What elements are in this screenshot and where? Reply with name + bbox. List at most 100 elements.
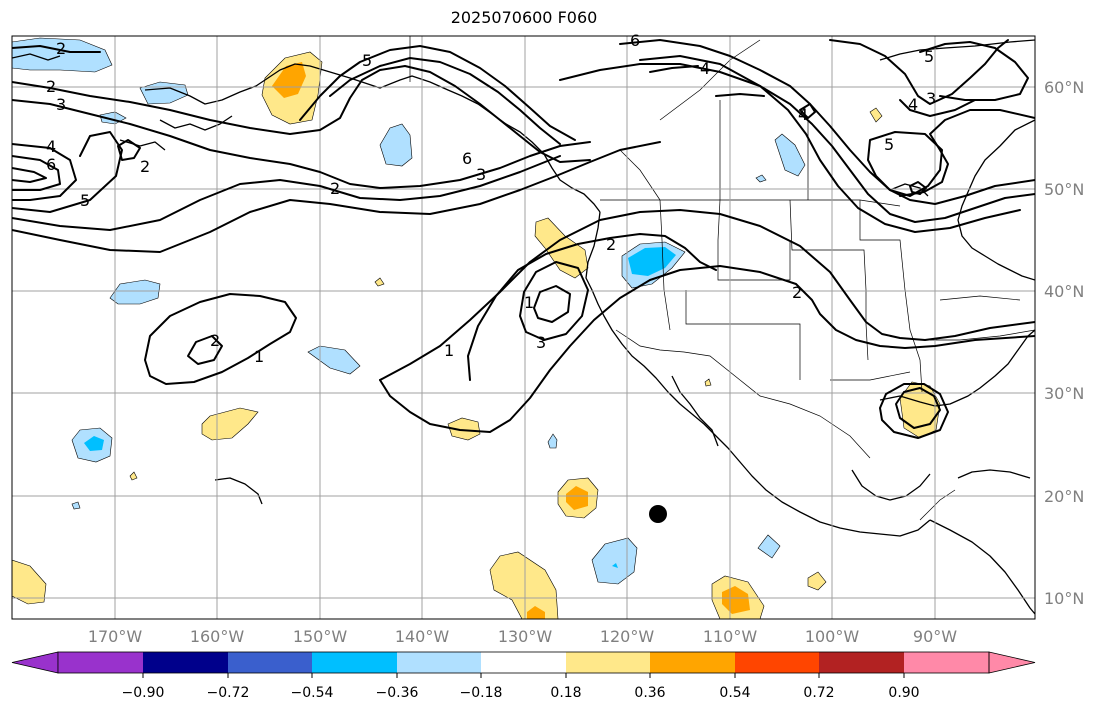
negative-anomaly-core [84,436,104,451]
contour-label: 3 [476,165,486,184]
colorbar-tick-label: −0.72 [207,685,250,701]
colorbar: −0.90 −0.72 −0.54 −0.36 −0.18 0.18 0.36 … [11,651,1036,701]
contour-line [899,109,1035,197]
border-line [930,329,1035,341]
positive-anomaly-region [704,378,712,387]
colorbar-tick-label: 0.90 [888,685,919,701]
lon-label: 150°W [293,627,348,646]
contour-label: 2 [330,179,340,198]
colorbar-ticks: −0.90 −0.72 −0.54 −0.36 −0.18 0.18 0.36 … [122,685,920,701]
lon-label: 100°W [805,627,860,646]
border-line [685,290,801,380]
positive-anomaly-region [534,217,589,279]
border-line [600,199,901,207]
lon-label: 140°W [395,627,450,646]
lat-label: 40°N [1044,282,1084,301]
contour-line [715,93,765,97]
positive-anomaly-region [447,417,481,441]
negative-anomaly-region [547,433,558,449]
lat-label: 10°N [1044,589,1084,608]
contour-label: 3 [926,89,936,108]
colorbar-tick-label: −0.90 [122,685,165,701]
contour-label: 5 [362,51,372,70]
contour-label: 3 [56,95,66,114]
contour-line [895,387,941,429]
contour-line [187,335,223,365]
contour-line [12,141,661,253]
contour-line [12,65,591,163]
coastline [957,469,1031,479]
contour-line [639,55,1021,233]
contour-label: 4 [798,105,808,124]
colorbar-segments [11,651,1036,678]
contour-label: 2 [210,331,220,350]
colorbar-segment [228,652,312,673]
contour-line [329,57,561,145]
colorbar-segment [735,652,819,673]
positive-anomaly-region [201,407,259,441]
negative-anomaly-region [71,501,81,510]
lon-label: 110°W [703,627,758,646]
contour-label: 4 [908,95,918,114]
colorbar-segment [397,652,481,673]
positive-anomaly-region [869,107,883,123]
colorbar-tick-label: −0.18 [460,685,503,701]
contour-label: 4 [46,137,56,156]
colorbar-tick-label: 0.36 [634,685,665,701]
negative-anomaly-region [591,537,638,585]
lon-label: 160°W [190,627,245,646]
border-line [939,295,1021,301]
longitude-labels: 170°W 160°W 150°W 140°W 130°W 120°W 110°… [88,627,957,646]
contour-line [12,143,77,201]
coastline [144,63,601,213]
coastline [119,139,166,151]
political-borders [409,36,1035,521]
contour-lines [12,39,1035,439]
contour-line [12,167,47,183]
colorbar-outline [57,651,990,674]
negative-anomaly-region [379,123,413,167]
positive-anomaly-region [807,571,827,591]
negative-anomaly-region [757,534,781,559]
negative-anomaly-region [774,133,806,177]
colorbar-segment [481,652,566,673]
contour-label: 2 [606,235,616,254]
colorbar-tick-label: 0.54 [719,685,750,701]
contour-line [12,155,561,231]
contour-label: 3 [536,333,546,352]
contour-labels: 2 2 3 4 6 5 2 5 2 6 3 6 4 4 3 5 5 4 2 1 … [46,31,936,366]
contour-label: 6 [462,149,472,168]
coastline [585,211,931,537]
colorbar-segment [566,652,650,673]
contour-label: 6 [630,31,640,50]
lon-label: 120°W [600,627,655,646]
colorbar-tick-label: 0.18 [550,685,581,701]
contour-line [144,293,297,385]
contour-label: 6 [46,155,56,174]
negative-anomaly-core [612,563,618,568]
contour-label: 5 [884,135,894,154]
contour-line [12,45,101,53]
negative-anomaly-region [755,174,767,183]
contour-line [829,39,1009,105]
positive-anomaly-core [566,486,588,510]
contour-label: 5 [924,47,934,66]
contour-line [379,265,1035,433]
lat-label: 30°N [1044,384,1084,403]
coastline [851,469,931,501]
contour-line [867,131,943,197]
positive-anomaly-region [374,277,385,287]
contour-line [519,261,589,341]
colorbar-segment [143,652,228,673]
contour-label: 4 [700,59,710,78]
coastline [929,519,1035,615]
positive-anomaly-region [489,551,559,619]
contour-line [799,103,816,119]
border-line [659,39,761,121]
contour-line [467,233,717,381]
border-line [919,489,956,521]
lat-label: 20°N [1044,487,1084,506]
border-line [830,371,911,381]
contour-line [919,41,1029,101]
contour-label: 5 [80,191,90,210]
